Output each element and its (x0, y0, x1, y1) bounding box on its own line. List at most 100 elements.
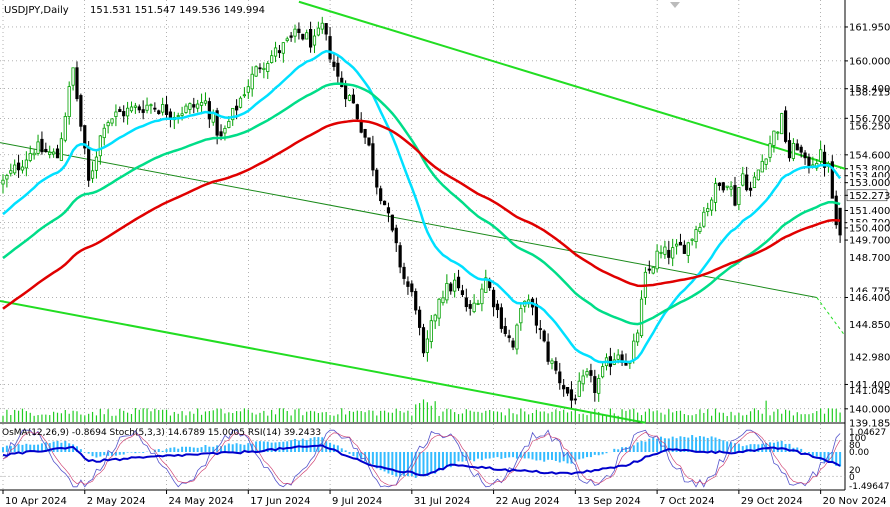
candle-body (550, 360, 554, 364)
candle-body (639, 298, 644, 337)
price-axis-label: 151.400 (849, 206, 890, 217)
oscillator-header: OsMA(12,26,9) -0.8694 Stoch(5,3,3) 14.67… (2, 428, 321, 438)
price-label-box (847, 21, 887, 33)
candle-body (748, 187, 753, 191)
price-axis-label: 149.700 (849, 236, 890, 247)
candle-body (394, 227, 398, 244)
candle-body (456, 276, 461, 289)
candle-body (332, 61, 336, 67)
candle-body (266, 63, 270, 72)
candle-body (542, 330, 546, 342)
candle-body (737, 187, 741, 205)
price-label-box (847, 83, 887, 95)
time-axis-label: 2 May 2024 (87, 496, 146, 507)
candle-body (367, 137, 371, 146)
candle-body (336, 62, 340, 77)
candle-body (24, 159, 28, 169)
candle-body (729, 186, 733, 190)
candle-body (13, 164, 17, 174)
price-axis-label: 141.400 (849, 380, 890, 391)
candle-body (745, 174, 749, 191)
candle-body (83, 125, 87, 149)
candle-body (655, 250, 659, 270)
rsi-line (2, 444, 841, 477)
candle-body (764, 158, 768, 165)
candle-body (791, 142, 795, 159)
candle-body (5, 175, 9, 180)
candle-body (441, 297, 445, 304)
candle-body (807, 156, 811, 168)
candle-body (449, 283, 453, 292)
candle-body (235, 105, 239, 111)
candle-body (402, 266, 406, 279)
candle-body (783, 110, 788, 142)
candle-body (110, 118, 114, 124)
candle-body (285, 38, 289, 41)
candle-body (250, 73, 254, 90)
candle-body (834, 195, 838, 226)
candle-body (149, 104, 153, 107)
osc-axis-label: 100 (849, 434, 866, 444)
chart-header-ohlc: 151.531 151.547 149.536 149.994 (90, 5, 265, 16)
price-axis-label: 153.800 (849, 164, 890, 175)
candle-body (519, 307, 523, 324)
candle-body (312, 35, 317, 46)
candle-body (488, 280, 492, 289)
price-axis-label: 160.000 (849, 56, 890, 67)
oscillator-panel (0, 429, 845, 488)
candle-body (176, 115, 180, 118)
price-axis-label: 146.775 (849, 286, 890, 297)
candle-body (468, 304, 472, 309)
candle-body (433, 314, 437, 322)
candle-body (713, 183, 718, 203)
candle-body (196, 103, 200, 109)
candle-body (647, 268, 651, 271)
price-label-box (847, 378, 887, 390)
candle-body (546, 341, 550, 362)
osc-axis-label: 0 (849, 473, 855, 483)
candle-body (382, 200, 387, 206)
chart-header-symbol: USDJPY,Daily (4, 5, 69, 16)
price-label-box (847, 177, 887, 189)
candle-body (515, 324, 519, 350)
price-axis-label: 156.700 (849, 114, 890, 125)
candle-body (741, 173, 745, 186)
candle-body (87, 148, 91, 181)
candle-body (690, 238, 694, 241)
candle-body (344, 83, 348, 100)
candle-body (36, 141, 40, 154)
candle-body (227, 120, 231, 128)
candle-body (632, 340, 636, 361)
candle-body (316, 27, 320, 36)
candle-body (188, 103, 192, 110)
time-axis-label: 29 Oct 2024 (741, 496, 803, 507)
candle-body (756, 169, 760, 181)
price-axis-label: 152.273 (849, 191, 890, 202)
time-axis-label: 24 May 2024 (169, 496, 234, 507)
candle-body (768, 143, 772, 158)
candle-body (203, 100, 208, 104)
candle-body (40, 138, 44, 153)
candle-body (238, 97, 243, 108)
candle-body (601, 366, 605, 378)
candle-body (799, 146, 803, 153)
candle-body (164, 104, 169, 115)
candle-body (254, 66, 258, 77)
candle-body (503, 326, 507, 334)
candle-body (659, 251, 663, 254)
ema-fast-line (2, 49, 842, 364)
candle-body (721, 182, 725, 191)
candle-body (585, 371, 589, 376)
candle-body (581, 375, 585, 385)
candle-body (324, 23, 328, 35)
candle-body (453, 279, 457, 292)
candle-body (464, 297, 468, 308)
channel-lower-line (0, 299, 646, 424)
candle-body (125, 107, 130, 117)
candle-body (211, 113, 215, 123)
candlesticks (1, 16, 842, 408)
candle-body (706, 208, 710, 213)
time-axis-label: 13 Sep 2024 (577, 496, 640, 507)
candle-body (674, 243, 679, 247)
